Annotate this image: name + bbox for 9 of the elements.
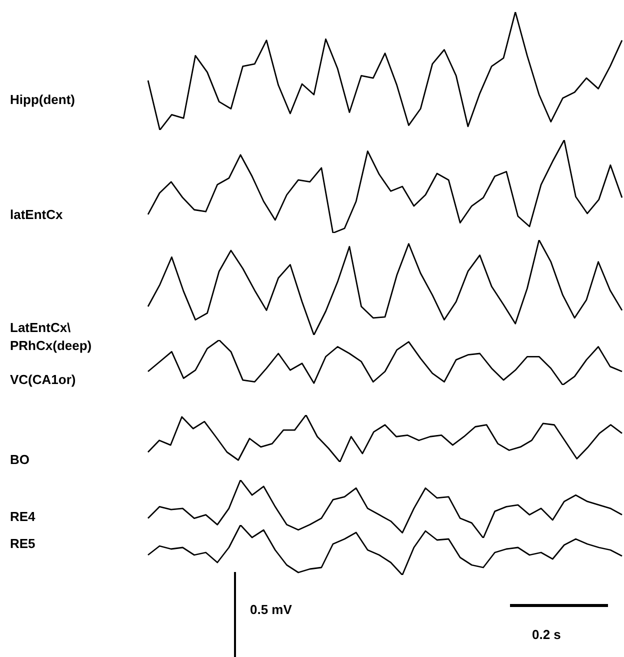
y-axis-title: VC(CA1or) <box>10 371 76 389</box>
y-axis-title: BO <box>10 451 30 469</box>
y-axis-title: Hipp(dent) <box>10 91 75 109</box>
y-axis-title: latEntCx <box>10 206 63 224</box>
y-axis-title: LatEntCx\ PRhCx(deep) <box>10 319 92 355</box>
y-axis-title: RE5 <box>10 535 36 553</box>
text: 0.2 s <box>532 627 561 642</box>
y-axis-title: RE4 <box>10 508 36 526</box>
text: 0.5 mV <box>250 602 292 617</box>
